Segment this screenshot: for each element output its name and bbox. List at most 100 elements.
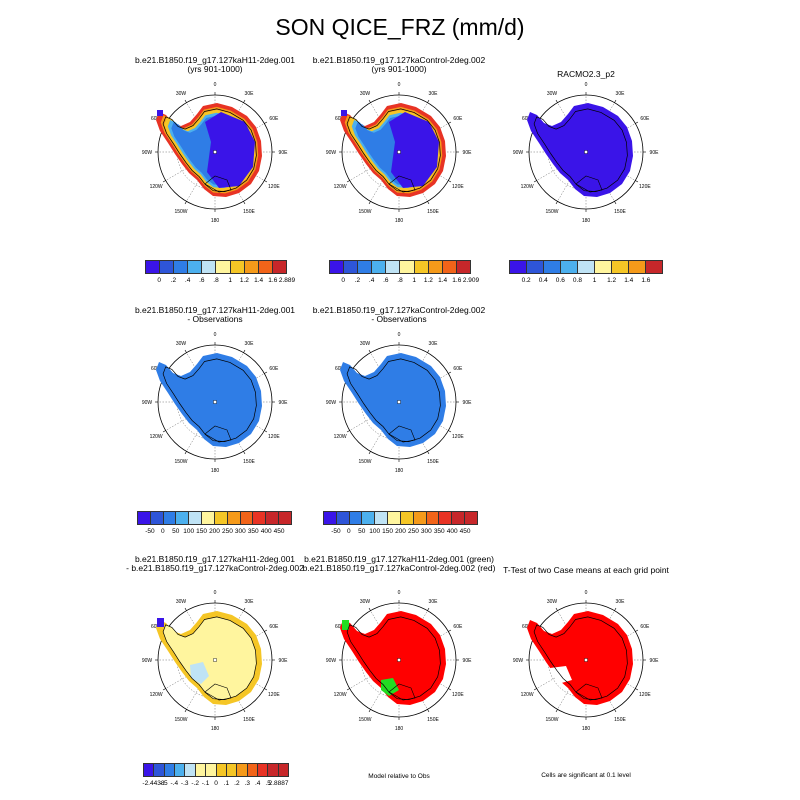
colorbar-swatch xyxy=(244,261,259,273)
colorbar-swatch xyxy=(375,512,389,524)
colorbar-swatch xyxy=(138,512,151,524)
lon-label: 120W xyxy=(521,184,534,190)
colorbar-tick-label: .6 xyxy=(383,277,389,284)
lon-label: 30W xyxy=(360,341,371,347)
lon-label: 180 xyxy=(211,468,220,474)
colorbar-tick-label: 1.4 xyxy=(438,277,448,284)
tick-mark xyxy=(555,607,558,611)
colorbar-swatch xyxy=(428,261,443,273)
colorbar-swatch xyxy=(629,261,646,273)
pole-marker xyxy=(397,150,401,154)
colorbar-tick-label: .6 xyxy=(199,277,205,284)
colorbar-tick-label: 400 xyxy=(446,528,458,535)
colorbar-tick-label: 1 xyxy=(228,277,232,284)
lon-label: 150E xyxy=(614,209,626,215)
colorbar-tick-label: 1.2 xyxy=(607,277,617,284)
lon-label: 0 xyxy=(585,590,588,596)
lon-label: 150E xyxy=(243,459,255,465)
colorbar-swatch xyxy=(595,261,612,273)
lon-label: 90W xyxy=(142,150,153,156)
colorbar-tick-label: .4 xyxy=(184,277,191,284)
colorbar-case1 xyxy=(145,260,287,274)
lon-label: 120W xyxy=(150,692,163,698)
lon-label: 90E xyxy=(279,400,289,406)
colorbar-tick-label: 2.909 xyxy=(462,277,480,284)
figure-title: SON QICE_FRZ (mm/d) xyxy=(275,14,525,40)
colorbar-tick-label: 1.4 xyxy=(254,277,264,284)
colorbar-tick-label: 1.2 xyxy=(423,277,433,284)
lon-label: 30E xyxy=(245,599,255,605)
ttest-significant xyxy=(527,611,633,705)
colorbar-labels-obs: 0.2 0.4 0.6 0.8 1 1.2 1.4 1.6 xyxy=(509,277,663,287)
colorbar-swatch xyxy=(278,764,289,776)
tick-mark xyxy=(346,180,350,183)
colorbar-swatch xyxy=(372,261,387,273)
ice-shelf-outline xyxy=(388,425,416,443)
lon-label: 150E xyxy=(427,717,439,723)
colorbar-swatch xyxy=(344,261,359,273)
colorbar-swatch xyxy=(386,261,401,273)
colorbar-swatch xyxy=(150,512,164,524)
lon-label: 180 xyxy=(395,468,404,474)
colorbar-swatch xyxy=(146,261,161,273)
colorbar-tick-label: 300 xyxy=(420,528,432,535)
tick-mark xyxy=(448,371,452,374)
lon-label: 90E xyxy=(463,150,473,156)
tick-mark xyxy=(243,349,246,353)
colorbar-swatch xyxy=(578,261,595,273)
lon-label: 150W xyxy=(545,209,558,215)
coastline xyxy=(162,108,257,192)
panel-title-case1-obs: b.e21.B1850.f19_g17.127kaH11-2deg.001- O… xyxy=(134,305,296,324)
colorbar-tick-label: .2 xyxy=(170,277,177,284)
colorbar-swatch xyxy=(202,512,215,524)
tick-mark xyxy=(427,607,430,611)
colorbar-tick-label: -50 xyxy=(331,528,341,535)
lon-label: 120E xyxy=(452,434,464,440)
colorbar-tick-label: 150 xyxy=(382,528,394,535)
colorbar-swatch xyxy=(465,512,477,524)
colorbar-tick-label: -.2 xyxy=(191,780,199,787)
colorbar-tick-label: 300 xyxy=(234,528,246,535)
lon-label: 120W xyxy=(150,184,163,190)
colorbar-swatch xyxy=(202,261,217,273)
panel-title-case2-obs: b.e21.B1850.f19_g17.127kaControl-2deg.00… xyxy=(312,305,486,324)
colorbar-tick-label: 50 xyxy=(358,528,366,535)
lon-label: 150W xyxy=(358,209,371,215)
tick-mark xyxy=(368,451,371,455)
colorbar-tick-label: 0.4 xyxy=(538,277,548,284)
colorbar-tick-label: -.3 xyxy=(180,780,189,787)
colorbar-tick-label: 1 xyxy=(412,277,416,284)
coastline xyxy=(533,108,628,192)
tick-mark xyxy=(184,607,187,611)
colorbar-labels-case2: 0 .2 .4 .6 .8 1 1.2 1.4 1.6 2.909 xyxy=(329,277,479,287)
colorbar-swatch xyxy=(160,261,175,273)
pole-marker xyxy=(397,400,401,404)
lon-label: 150E xyxy=(243,717,255,723)
tick-mark xyxy=(427,451,430,455)
lon-label: 120W xyxy=(334,184,347,190)
tick-mark xyxy=(346,430,350,433)
colorbar-tick-label: .8 xyxy=(397,277,403,284)
pole-marker xyxy=(213,658,217,662)
lon-label: 60E xyxy=(453,366,463,372)
colorbar-tick-label: 250 xyxy=(407,528,419,535)
tick-mark xyxy=(368,607,371,611)
panel-title-ttest: T-Test of two Case means at each grid po… xyxy=(503,565,669,575)
colorbar-swatch xyxy=(174,261,189,273)
colorbar-tick-label: -.1 xyxy=(201,780,210,787)
lon-label: 180 xyxy=(395,218,404,224)
colorbar-tick-label: 1 xyxy=(592,277,597,284)
colorbar-tick-label: 50 xyxy=(172,528,180,535)
tick-mark xyxy=(427,709,430,713)
diff-interior xyxy=(163,616,257,700)
colorbar-tick-label: 400 xyxy=(260,528,272,535)
tick-mark xyxy=(448,629,452,632)
colorbar-swatch xyxy=(279,512,291,524)
colorbar-labels-case1: 0 .2 .4 .6 .8 1 1.2 1.4 1.6 2.889 xyxy=(145,277,295,287)
ice-shelf-outline xyxy=(388,683,416,701)
lon-label: 30E xyxy=(429,91,439,97)
tick-mark xyxy=(555,201,558,205)
tick-mark xyxy=(427,201,430,205)
colorbar-tick-label: 0.6 xyxy=(555,277,565,284)
tick-mark xyxy=(264,121,268,124)
